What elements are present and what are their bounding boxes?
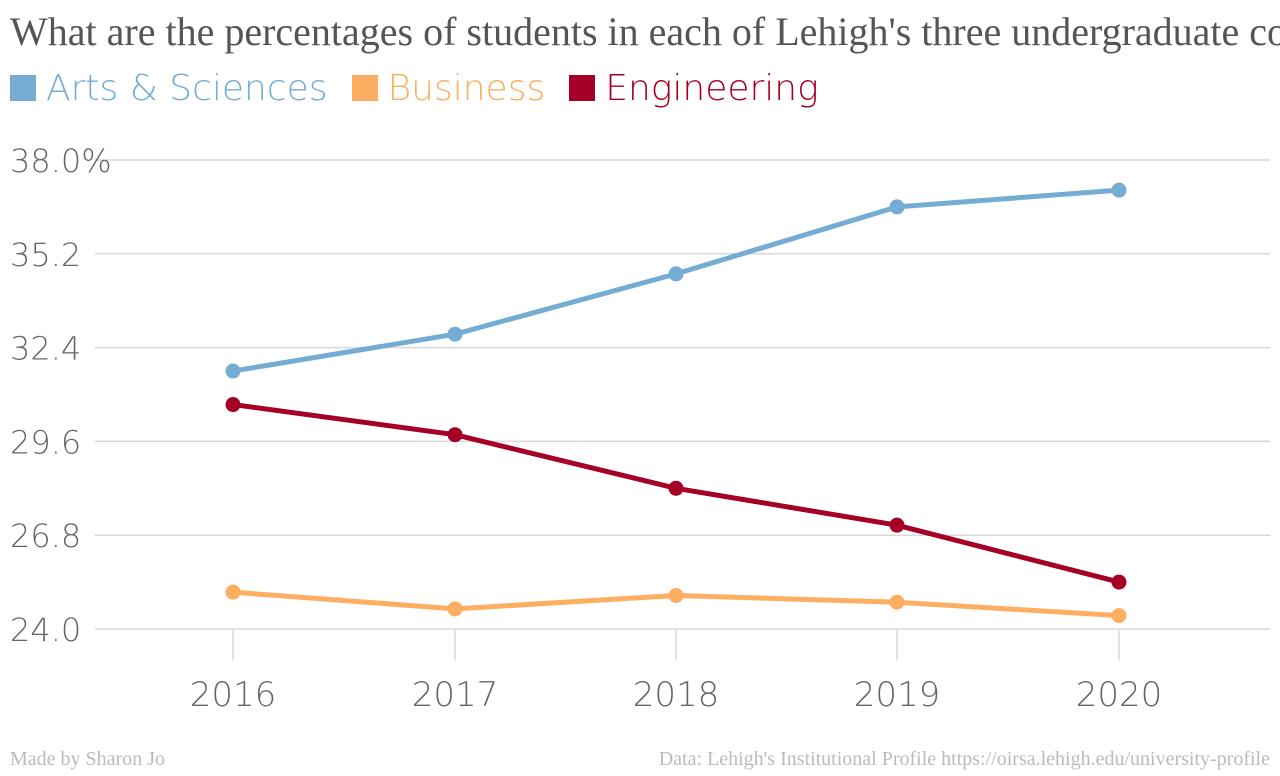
tick-label-layer: 38.0% 35.2 32.4 29.6 26.8 24.0 2016 2017 2018 201…	[10, 142, 1162, 715]
data-point-arts-sciences[interactable]	[447, 326, 463, 342]
data-point-business[interactable]	[668, 588, 684, 603]
legend-label-engineering: Engineering	[605, 67, 819, 109]
series-layer	[225, 182, 1127, 624]
x-tick-label: 2018	[633, 675, 720, 715]
y-tick-label: 32.4	[10, 330, 81, 368]
data-point-engineering[interactable]	[668, 480, 684, 496]
credit-text: Made by Sharon Jo	[10, 748, 165, 770]
x-tick-label: 2020	[1076, 675, 1163, 715]
x-tick-label: 2017	[412, 675, 499, 715]
data-point-arts-sciences[interactable]	[889, 199, 905, 215]
data-point-engineering[interactable]	[1111, 574, 1127, 590]
legend-label-arts-sciences: Arts & Sciences	[46, 67, 328, 109]
data-point-business[interactable]	[447, 601, 463, 617]
y-tick-label: 38.0%	[10, 142, 112, 180]
legend-label-business: Business	[387, 67, 546, 109]
y-tick-label: 26.8	[10, 517, 81, 555]
x-tick-label: 2016	[190, 675, 277, 715]
data-point-arts-sciences[interactable]	[1111, 182, 1127, 198]
data-point-engineering[interactable]	[225, 397, 241, 413]
source-text: Data: Lehigh's Institutional Profile htt…	[658, 748, 1270, 770]
legend-item-arts-sciences[interactable]: Arts & Sciences	[10, 68, 328, 109]
chart-title: What are the percentages of students in …	[10, 9, 1280, 54]
data-point-engineering[interactable]	[447, 427, 463, 443]
legend-swatch-engineering	[569, 75, 596, 101]
data-point-arts-sciences[interactable]	[668, 266, 684, 282]
chart-legend: Arts & Sciences Business Engineering	[10, 66, 843, 110]
grid-layer	[95, 159, 1270, 660]
line-chart: 38.0% 35.2 32.4 29.6 26.8 24.0 2016 2017 2018 201…	[10, 142, 1270, 715]
data-point-arts-sciences[interactable]	[225, 363, 241, 379]
legend-item-engineering[interactable]: Engineering	[569, 68, 819, 109]
data-point-engineering[interactable]	[889, 517, 905, 533]
legend-swatch-business	[351, 75, 378, 101]
data-point-business[interactable]	[225, 584, 241, 600]
data-point-business[interactable]	[889, 594, 905, 610]
data-point-business[interactable]	[1111, 608, 1127, 624]
y-tick-label: 35.2	[10, 236, 81, 274]
legend-item-business[interactable]: Business	[351, 67, 546, 109]
x-tick-label: 2019	[854, 675, 941, 715]
y-tick-label: 24.0	[10, 611, 81, 649]
y-tick-label: 29.6	[10, 423, 81, 461]
legend-swatch-arts-sciences	[10, 75, 36, 101]
